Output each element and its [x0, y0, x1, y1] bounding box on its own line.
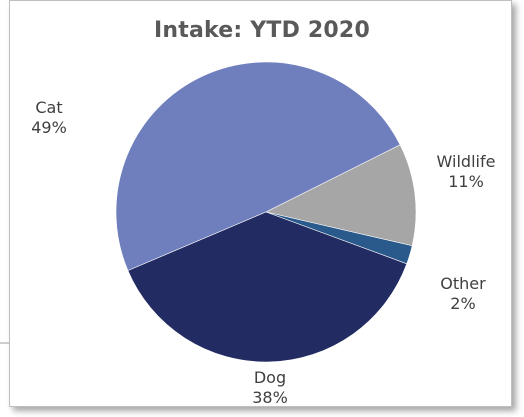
pie-slice-dog: [127, 211, 408, 363]
slice-percent: 2%: [450, 294, 476, 313]
slice-label-other: Other 2%: [430, 274, 496, 314]
pie-slices: [115, 61, 417, 363]
slice-label-dog: Dog 38%: [240, 368, 300, 408]
pie-slice-cat: [115, 61, 401, 272]
slice-percent: 11%: [448, 172, 484, 191]
slice-name: Wildlife: [436, 152, 496, 171]
slice-name: Dog: [253, 368, 287, 387]
slice-label-wildlife: Wildlife 11%: [424, 152, 508, 192]
chart-title: Intake: YTD 2020: [154, 18, 370, 43]
slice-percent: 49%: [31, 118, 67, 137]
slice-percent: 38%: [252, 388, 288, 407]
slice-name: Cat: [35, 98, 63, 117]
slice-name: Other: [440, 274, 486, 293]
slice-label-cat: Cat 49%: [22, 98, 76, 138]
